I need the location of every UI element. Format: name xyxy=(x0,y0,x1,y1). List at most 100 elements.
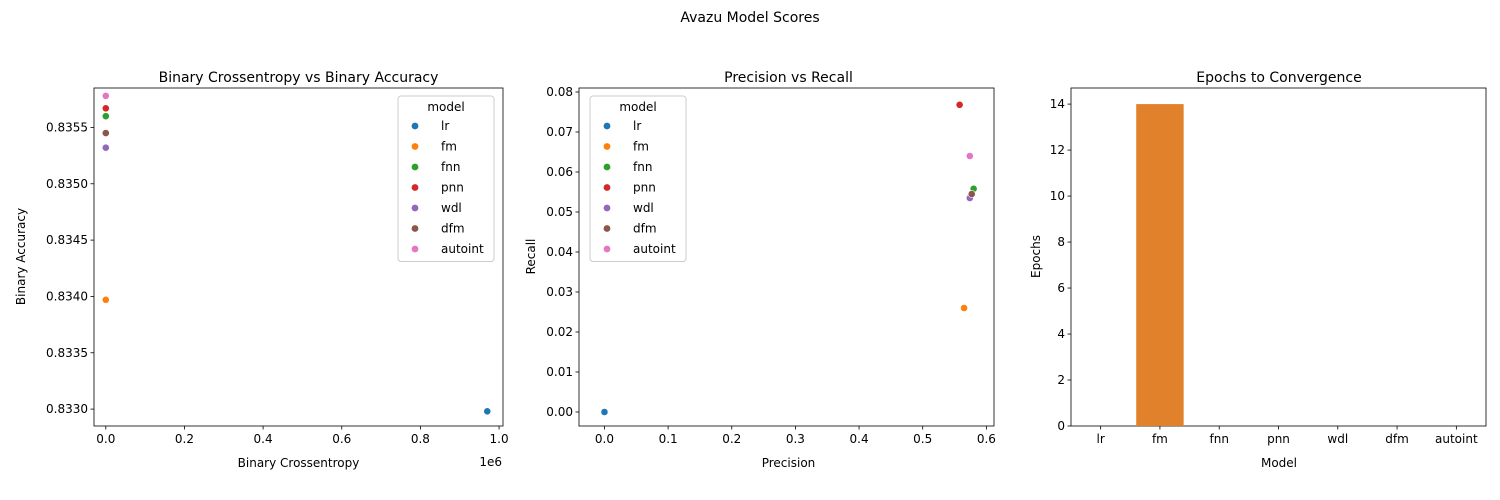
point-lr xyxy=(600,408,609,416)
legend-frame xyxy=(397,95,495,262)
y-tick-label: 14 xyxy=(1050,97,1065,111)
axes-frame xyxy=(93,87,504,427)
y-tick-label: 2 xyxy=(1057,373,1065,387)
x-tick-label: 0.1 xyxy=(659,432,678,446)
legend-label-lr: lr xyxy=(633,119,641,133)
chart-epochs-to-convergence: Epochs to Convergence Model Epochs 0 2 4 6 8… xyxy=(1029,70,1487,470)
legend-title: model xyxy=(427,100,464,114)
x-axis-label: Precision xyxy=(762,456,816,470)
y-tick-label: 0 xyxy=(1057,419,1065,433)
point-pnn xyxy=(955,100,964,109)
legend-marker-autoint xyxy=(411,245,419,253)
y-tick-label: 0.8355 xyxy=(46,120,88,134)
y-tick-label: 0.04 xyxy=(546,245,573,259)
legend-marker-lr xyxy=(603,122,611,130)
point-pnn xyxy=(101,104,110,113)
legend-marker-fm xyxy=(603,143,611,150)
y-tick-label: 0.08 xyxy=(546,85,573,99)
x-offset-label: 1e6 xyxy=(479,455,502,469)
x-tick-label: 0.8 xyxy=(411,432,430,446)
legend-label-autoint: autoint xyxy=(441,242,484,256)
point-fm xyxy=(960,304,968,312)
point-lr xyxy=(483,407,492,416)
y-tick-label: 0.06 xyxy=(546,165,573,179)
legend-frame xyxy=(589,95,687,262)
point-fm xyxy=(101,295,110,304)
legend-label-fnn: fnn xyxy=(633,160,652,174)
y-tick-label: 0.8335 xyxy=(46,346,88,360)
chart-title: Precision vs Recall xyxy=(724,70,853,86)
legend-label-fnn: fnn xyxy=(441,160,460,174)
y-tick-label: 0.05 xyxy=(546,205,573,219)
chart-title: Binary Crossentropy vs Binary Accuracy xyxy=(159,70,439,86)
legend-marker-wdl xyxy=(603,204,611,212)
y-tick-label: 0.8350 xyxy=(46,177,88,191)
y-tick-label: 0.00 xyxy=(546,405,573,419)
y-tick-label: 0.02 xyxy=(546,325,573,339)
bar-fm xyxy=(1136,104,1184,426)
x-tick-label: 0.4 xyxy=(850,432,869,446)
x-axis-label: Model xyxy=(1261,456,1297,470)
legend-label-fm: fm xyxy=(441,140,457,154)
legend-label-lr: lr xyxy=(441,119,449,133)
figure-title: Avazu Model Scores xyxy=(680,10,819,26)
y-axis-label: Recall xyxy=(524,239,538,275)
legend-marker-wdl xyxy=(411,204,419,212)
x-tick-label: 0.0 xyxy=(595,432,614,446)
point-dfm xyxy=(101,129,110,137)
y-tick-label: 0.8340 xyxy=(46,289,88,303)
legend: model lr fm fnn pnn wdl dfm autoint xyxy=(397,95,495,262)
legend-label-pnn: pnn xyxy=(633,181,656,195)
legend-marker-fm xyxy=(411,143,419,150)
point-fnn xyxy=(101,112,110,121)
chart-crossentropy-vs-accuracy: Binary Crossentropy vs Binary Accuracy B… xyxy=(14,70,509,470)
legend-label-fm: fm xyxy=(633,140,649,154)
y-axis-label: Epochs xyxy=(1029,235,1043,278)
y-tick-label: 4 xyxy=(1057,327,1065,341)
x-tick-label: wdl xyxy=(1327,432,1348,446)
y-tick-label: 0.8330 xyxy=(46,402,88,416)
legend-marker-lr xyxy=(411,122,419,130)
legend-title: model xyxy=(619,100,656,114)
legend-marker-pnn xyxy=(603,184,611,191)
legend-label-dfm: dfm xyxy=(633,222,657,236)
legend-label-pnn: pnn xyxy=(441,181,464,195)
x-tick-label: fm xyxy=(1152,432,1168,446)
point-dfm xyxy=(967,190,976,198)
y-tick-label: 8 xyxy=(1057,235,1065,249)
x-tick-label: lr xyxy=(1097,432,1105,446)
x-tick-label: 0.3 xyxy=(786,432,805,446)
y-tick-label: 0.07 xyxy=(546,125,573,139)
x-tick-label: 0.5 xyxy=(913,432,932,446)
x-tick-label: 0.4 xyxy=(254,432,273,446)
point-wdl xyxy=(101,143,110,152)
axes-frame xyxy=(1070,87,1487,427)
x-axis-label: Binary Crossentropy xyxy=(238,456,360,470)
x-tick-label: fnn xyxy=(1209,432,1228,446)
legend: model lr fm fnn pnn wdl dfm autoint xyxy=(589,95,687,262)
legend-marker-autoint xyxy=(603,245,611,253)
x-tick-label: 0.6 xyxy=(977,432,996,446)
chart-precision-vs-recall: Precision vs Recall Precision Recall 0.0… xyxy=(524,70,996,470)
axes-frame xyxy=(578,87,995,427)
legend-marker-fnn xyxy=(411,163,419,171)
x-tick-label: 0.2 xyxy=(175,432,194,446)
point-autoint xyxy=(965,152,974,160)
point-autoint xyxy=(101,91,110,100)
legend-label-dfm: dfm xyxy=(441,222,465,236)
y-tick-label: 0.8345 xyxy=(46,233,88,247)
legend-marker-pnn xyxy=(411,184,419,191)
chart-title: Epochs to Convergence xyxy=(1196,70,1361,86)
y-axis-label: Binary Accuracy xyxy=(14,208,28,305)
x-tick-label: 1.0 xyxy=(490,432,509,446)
x-tick-label: 0.0 xyxy=(96,432,115,446)
legend-marker-dfm xyxy=(411,225,419,232)
y-tick-label: 6 xyxy=(1057,281,1065,295)
y-tick-label: 0.03 xyxy=(546,285,573,299)
x-tick-label: 0.2 xyxy=(722,432,741,446)
x-tick-label: autoint xyxy=(1435,432,1478,446)
legend-marker-dfm xyxy=(603,225,611,232)
x-tick-label: dfm xyxy=(1385,432,1409,446)
x-tick-label: 0.6 xyxy=(332,432,351,446)
legend-label-autoint: autoint xyxy=(633,242,676,256)
